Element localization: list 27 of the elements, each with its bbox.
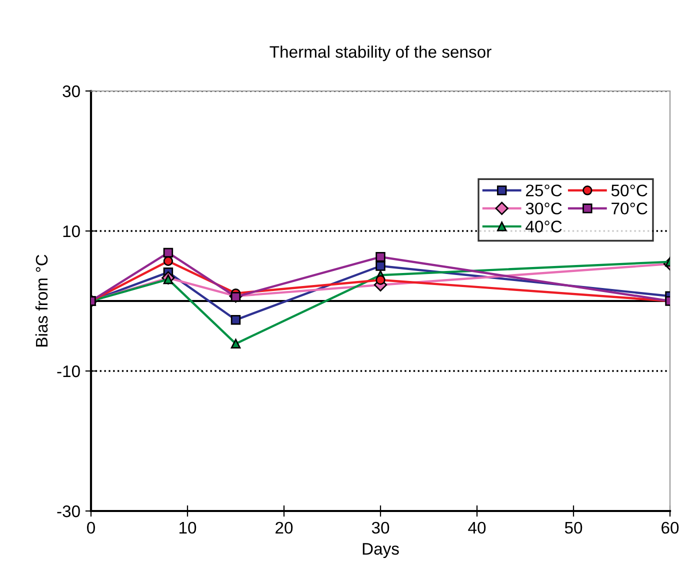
point — [163, 248, 174, 258]
x-tick-label: 50 — [564, 522, 582, 534]
legend-label: 70°C — [612, 202, 648, 214]
x-tick-label: 0 — [87, 522, 95, 534]
chart-title: Thermal stability of the sensor — [270, 46, 492, 62]
legend-label: 40°C — [526, 220, 562, 232]
point — [230, 315, 241, 325]
point — [376, 261, 386, 271]
point — [376, 275, 386, 285]
x-tick-label: 30 — [372, 522, 390, 534]
y-axis-title: Bias from °C — [35, 254, 48, 346]
x-axis-title: Days — [362, 543, 399, 558]
point — [376, 252, 386, 262]
legend-label: 50°C — [611, 184, 648, 196]
x-tick-label: 10 — [180, 522, 196, 534]
legend-label: 30°C — [526, 202, 562, 214]
y-tick-label: -10 — [57, 365, 80, 378]
y-tick-label: -30 — [57, 505, 80, 518]
point — [230, 292, 241, 302]
x-tick-label: 40 — [468, 522, 486, 534]
y-tick-label: 30 — [62, 85, 80, 98]
point — [230, 338, 241, 349]
x-tick-label: 60 — [662, 522, 679, 534]
x-tick-label: 20 — [276, 522, 293, 534]
legend-label: 25°C — [526, 184, 562, 196]
y-tick-label: 10 — [63, 225, 80, 238]
point — [163, 256, 174, 266]
